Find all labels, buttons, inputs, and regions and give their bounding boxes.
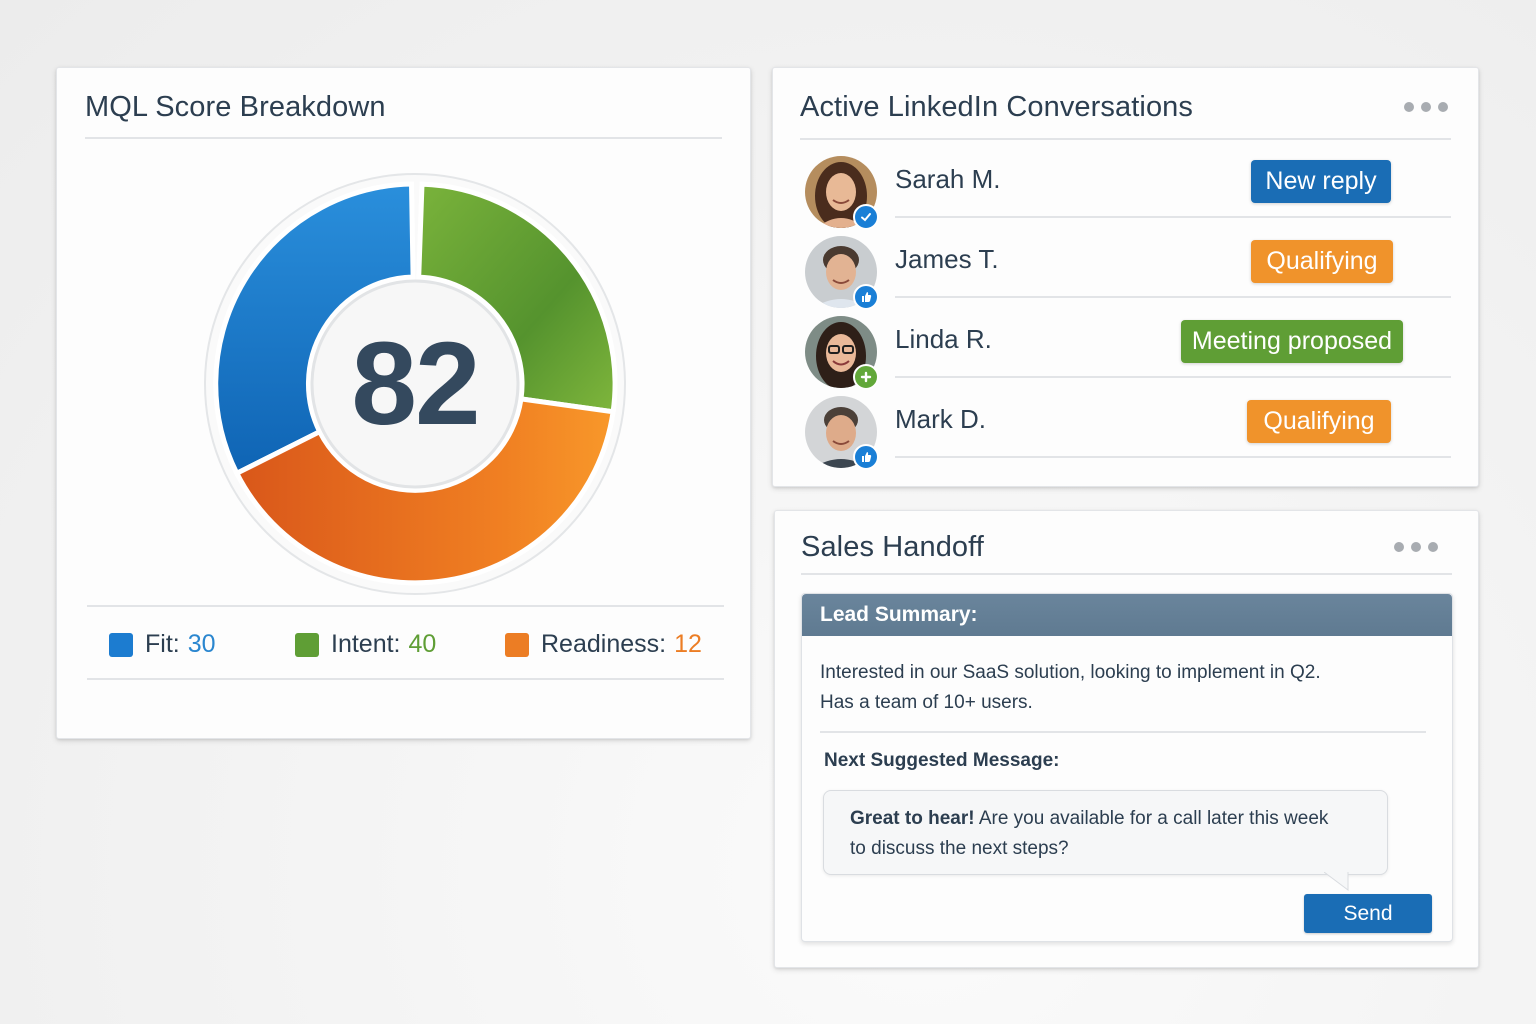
conversation-row[interactable]: Linda R. Meeting proposed [801,316,1451,396]
dot-icon [1404,102,1414,112]
check-icon [853,204,879,230]
status-badge-qualifying[interactable]: Qualifying [1247,400,1391,443]
legend-swatch-fit [109,632,133,657]
send-button[interactable]: Send [1304,894,1432,933]
contact-name[interactable]: James T. [895,244,999,274]
divider [85,137,722,139]
contact-name[interactable]: Mark D. [895,404,986,434]
conversation-row[interactable]: Mark D. Qualifying [801,396,1451,476]
divider [895,456,1451,458]
plus-icon [853,364,879,390]
thumbs-up-icon [853,284,879,310]
message-text: Are you available for a call later this … [974,808,1329,829]
divider [895,216,1451,218]
more-options-button[interactable] [1394,542,1438,552]
mql-donut-chart [204,173,626,595]
dot-icon [1438,102,1448,112]
dot-icon [1428,542,1438,552]
legend-value: 12 [674,630,702,658]
conversation-row[interactable]: Sarah M. New reply [801,156,1451,236]
avatar[interactable] [805,396,879,470]
more-options-button[interactable] [1404,102,1448,112]
conversation-row[interactable]: James T. Qualifying [801,236,1451,316]
next-message-label: Next Suggested Message: [824,750,1060,771]
dot-icon [1421,102,1431,112]
status-badge-meeting-proposed[interactable]: Meeting proposed [1181,320,1403,363]
suggested-message-bubble[interactable]: Great to hear! Are you available for a c… [823,790,1388,891]
sales-handoff-card: Sales Handoff Lead Summary: Interested i… [774,510,1479,968]
legend-item-intent: Intent: 40 [295,630,436,659]
status-badge-new-reply[interactable]: New reply [1251,160,1391,203]
lead-summary-header: Lead Summary: [802,594,1452,636]
mql-card-title: MQL Score Breakdown [85,91,386,123]
lead-summary-text: Interested in our SaaS solution, looking… [820,658,1321,718]
legend-item-fit: Fit: 30 [109,630,216,659]
divider [87,678,724,680]
mql-score-card: MQL Score Breakdown 82 Fit: 30 Int [56,67,751,739]
contact-name[interactable]: Linda R. [895,324,992,354]
avatar[interactable] [805,316,879,390]
divider [895,296,1451,298]
summary-line: Has a team of 10+ users. [820,692,1033,713]
legend-label: Intent: [331,630,401,658]
avatar[interactable] [805,236,879,310]
legend-item-readiness: Readiness: 12 [505,630,702,659]
message-emphasis: Great to hear! [850,808,975,829]
handoff-card-title: Sales Handoff [801,531,984,563]
donut-segment-fit [213,181,416,477]
lead-summary-panel: Lead Summary: Interested in our SaaS sol… [801,593,1453,942]
divider [801,573,1452,575]
dot-icon [1411,542,1421,552]
avatar-photo-sarah [805,156,877,230]
contact-name[interactable]: Sarah M. [895,164,1001,194]
mql-score-value: 82 [351,318,480,450]
divider [895,376,1451,378]
legend-value: 30 [187,630,216,658]
linkedin-conversations-card: Active LinkedIn Conversations Sarah M. N… [772,67,1479,487]
legend-swatch-readiness [505,632,529,657]
legend-value: 40 [408,630,437,658]
status-badge-qualifying[interactable]: Qualifying [1251,240,1393,283]
legend-label: Readiness: [541,630,667,658]
legend-label: Fit: [145,630,180,658]
divider [800,138,1451,140]
divider [820,731,1426,733]
dot-icon [1394,542,1404,552]
conversations-card-title: Active LinkedIn Conversations [800,91,1193,123]
donut-segment-readiness [233,396,616,586]
donut-segment-intent [416,181,618,415]
thumbs-up-icon [853,444,879,470]
message-text: to discuss the next steps? [850,838,1069,859]
divider [87,605,724,607]
summary-line: Interested in our SaaS solution, looking… [820,662,1321,683]
avatar[interactable] [805,156,879,230]
bubble-tail-icon [1324,872,1349,891]
legend-swatch-intent [295,632,319,657]
suggested-message-text: Great to hear! Are you available for a c… [850,804,1328,864]
